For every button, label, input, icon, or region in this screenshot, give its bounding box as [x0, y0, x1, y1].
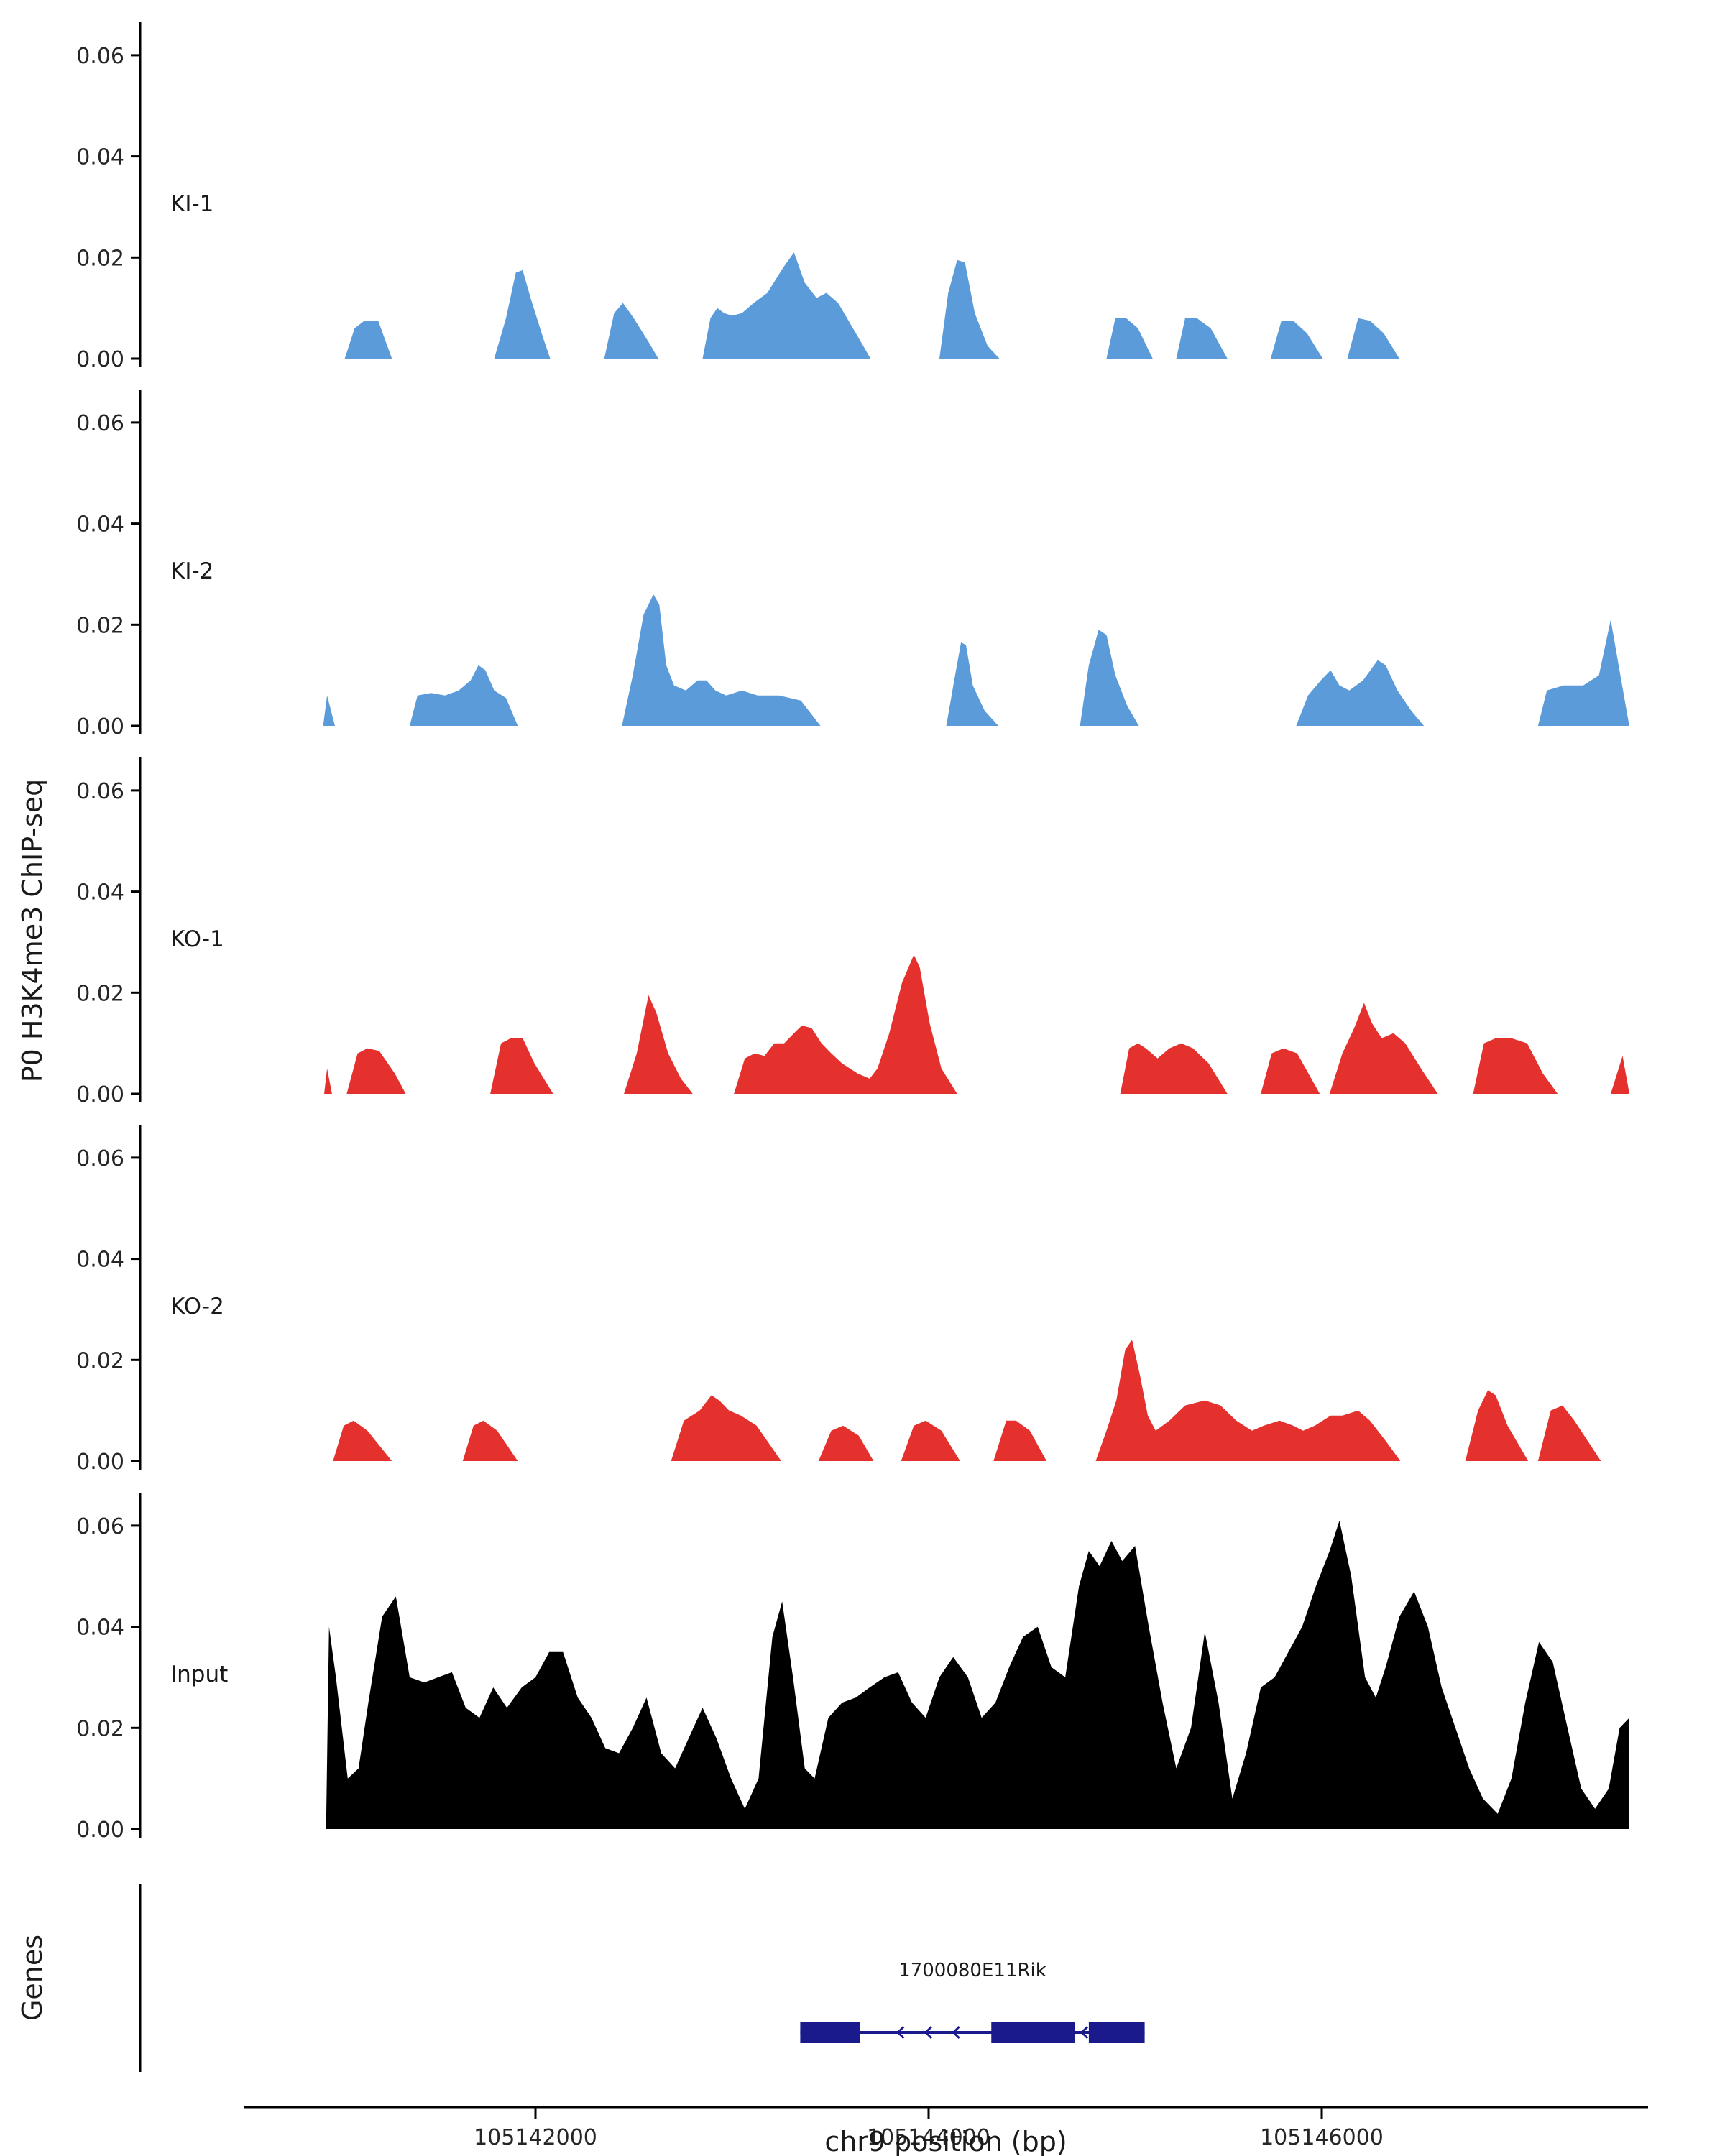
gene-exon [1088, 2022, 1145, 2043]
gene-name-label: 1700080E11Rik [898, 1960, 1046, 1981]
track-label: KI-2 [170, 558, 213, 584]
strand-arrow-icon [952, 2025, 960, 2040]
y-tick-label: 0.06 [76, 1514, 124, 1539]
track-ki-1: 0.00 0.02 0.04 0.06 KI-1 [76, 22, 1400, 372]
y-tick-label: 0.02 [76, 613, 124, 638]
y-axis-title: P0 H3K4me3 ChIP-seq [17, 779, 48, 1083]
strand-arrow-icon [896, 2025, 905, 2040]
x-tick-label: 105142000 [474, 2125, 597, 2150]
y-tick-label: 0.02 [76, 246, 124, 271]
y-tick-label: 0.02 [76, 1348, 124, 1373]
y-tick-label: 0.02 [76, 1716, 124, 1741]
y-tick-label: 0.00 [76, 1818, 124, 1843]
y-tick-label: 0.02 [76, 981, 124, 1006]
y-tick-label: 0.00 [76, 1082, 124, 1107]
genes-axis-title: Genes [17, 1935, 48, 2021]
y-tick-label: 0.06 [76, 1146, 124, 1171]
x-axis-group: 105142000 105144000 105146000 [244, 2106, 1648, 2150]
y-tick-label: 0.00 [76, 347, 124, 372]
track-ko-1: 0.00 0.02 0.04 0.06 KO-1 [76, 757, 1629, 1107]
x-axis-title: chr9 position (bp) [824, 2126, 1067, 2156]
track-label: KI-1 [170, 191, 213, 217]
signal-area-ko-1 [324, 954, 1629, 1094]
track-ko-2: 0.00 0.02 0.04 0.06 KO-2 [76, 1125, 1601, 1475]
strand-arrow-icon [924, 2025, 933, 2040]
signal-area-ki-1 [344, 252, 1400, 359]
y-tick-label: 0.04 [76, 512, 124, 538]
y-tick-label: 0.06 [76, 44, 124, 69]
y-tick-label: 0.04 [76, 880, 124, 906]
track-label: Input [170, 1662, 228, 1687]
y-tick-label: 0.04 [76, 1248, 124, 1273]
track-ki-2: 0.00 0.02 0.04 0.06 KI-2 [76, 390, 1630, 740]
tracks-group: 0.00 0.02 0.04 0.06 KI-1 0.00 0.02 0.04 0.06 KI-2… [76, 22, 1630, 1843]
gene-track-group: 1700080E11Rik [139, 1884, 1145, 2072]
signal-area-ki-2 [323, 594, 1630, 726]
gene-exon [991, 2022, 1075, 2043]
y-tick-label: 0.00 [76, 1450, 124, 1475]
track-label: KO-2 [170, 1294, 224, 1319]
track-label: KO-1 [170, 926, 224, 952]
signal-area-ko-2 [333, 1340, 1601, 1461]
track-input: 0.00 0.02 0.04 0.06 Input [76, 1493, 1630, 1843]
y-tick-label: 0.06 [76, 411, 124, 436]
y-tick-label: 0.06 [76, 779, 124, 804]
gene-model [800, 2022, 1145, 2043]
gene-exon [800, 2022, 860, 2043]
x-tick-label: 105144000 [867, 2125, 990, 2150]
signal-area-input [326, 1520, 1630, 1829]
y-tick-label: 0.00 [76, 714, 124, 740]
y-tick-label: 0.04 [76, 1616, 124, 1641]
y-tick-label: 0.04 [76, 145, 124, 170]
strand-arrow-icon [1080, 2025, 1089, 2040]
x-tick-label: 105146000 [1260, 2125, 1384, 2150]
